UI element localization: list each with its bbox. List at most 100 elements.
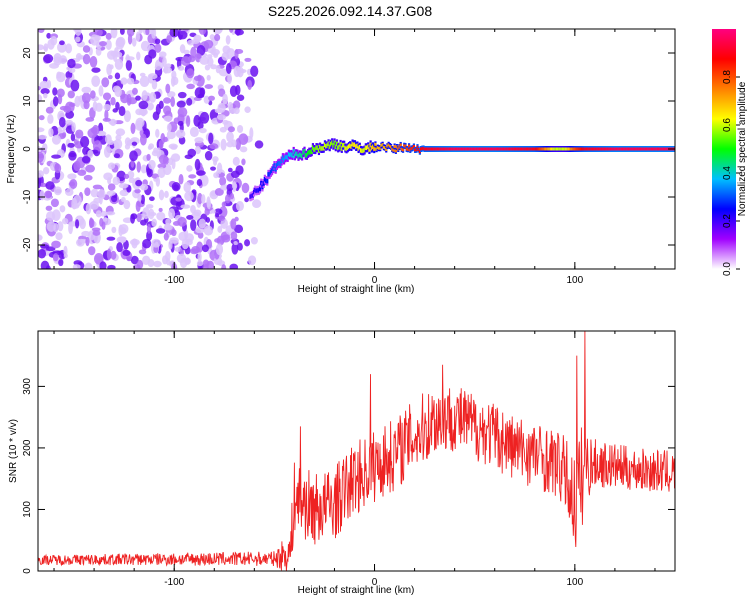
spectrogram-ridge-cell bbox=[526, 147, 530, 151]
spectrogram-ridge-cell bbox=[297, 154, 300, 159]
spectrogram-noise-cell bbox=[72, 194, 82, 207]
spectrogram-noise-cell bbox=[235, 201, 244, 212]
spectrogram-noise-cell bbox=[85, 117, 95, 122]
spectrogram-ridge-cell bbox=[358, 144, 361, 150]
spectrogram-noise-cell bbox=[190, 219, 197, 231]
spectrogram-noise-cell bbox=[67, 90, 75, 99]
spectrogram-noise-cell bbox=[250, 236, 258, 245]
spectrogram-noise-cell bbox=[204, 208, 210, 216]
spectrogram-noise-cell bbox=[219, 206, 228, 218]
spectrogram-ridge-cell bbox=[288, 152, 292, 158]
spectrogram-noise-cell bbox=[106, 248, 112, 261]
spectrogram-ridge-cell bbox=[650, 147, 653, 151]
spectrogram-noise-cell bbox=[80, 135, 90, 148]
spectrogram-noise-cell bbox=[193, 114, 201, 127]
spectrogram-noise-cell bbox=[146, 167, 153, 178]
spectrogram-noise-cell bbox=[54, 163, 62, 174]
spectrogram-ridge-cell bbox=[459, 147, 462, 151]
spectrogram-noise-cell bbox=[91, 75, 101, 87]
spectrogram-noise-cell bbox=[38, 248, 47, 259]
spectrogram-ridge-cell bbox=[477, 147, 480, 151]
spectrogram-ridge-cell bbox=[270, 168, 274, 174]
spectrogram-ridge-cell bbox=[543, 147, 546, 151]
spectrogram-noise-cell bbox=[224, 194, 231, 204]
spectrogram-noise-cell bbox=[47, 113, 54, 125]
spectrogram-noise-cell bbox=[93, 253, 104, 265]
spectrogram-noise-cell bbox=[38, 170, 44, 178]
spectrogram-noise-cell bbox=[148, 143, 154, 150]
spectrogram-ridge-cell bbox=[355, 144, 358, 149]
spectrogram-noise-cell bbox=[140, 40, 151, 52]
spectrogram-noise-cell bbox=[162, 56, 167, 68]
spectrogram-noise-cell bbox=[234, 49, 244, 54]
spectrogram-ridge-cell bbox=[295, 151, 298, 156]
spectrogram-ridge-cell bbox=[364, 145, 367, 150]
spectrogram-ridge-cell bbox=[611, 147, 614, 151]
spectrogram-ridge-cell bbox=[352, 142, 355, 148]
spectrogram-noise-cell bbox=[53, 186, 62, 196]
spectrogram-noise-cell bbox=[109, 64, 114, 70]
y-tick-label: -10 bbox=[22, 189, 33, 204]
spectrogram-ridge-cell bbox=[301, 153, 304, 159]
spectrogram-noise-cell bbox=[51, 154, 61, 159]
spectrogram-ridge-cell bbox=[632, 147, 635, 151]
spectrogram-noise-cell bbox=[68, 67, 76, 74]
spectrogram-noise-cell bbox=[226, 131, 234, 143]
spectrogram-noise-cell bbox=[131, 37, 137, 47]
spectrogram-noise-cell bbox=[204, 150, 213, 161]
spectrogram-noise-cell bbox=[99, 40, 107, 47]
spectrogram-noise-cell bbox=[67, 58, 76, 69]
spectrogram-ridge-cell bbox=[623, 147, 626, 151]
spectrogram-ridge-cell bbox=[249, 194, 252, 200]
spectrogram-noise-cell bbox=[65, 119, 74, 125]
figure-title: S225.2026.092.14.37.G08 bbox=[268, 3, 432, 19]
spectrogram-noise-cell bbox=[196, 170, 206, 176]
spectrogram-ridge-cell bbox=[501, 147, 504, 151]
spectrogram-ridge-cell bbox=[274, 167, 277, 172]
spectrogram-ridge-cell bbox=[346, 145, 349, 151]
spectrogram-ridge-cell bbox=[292, 149, 295, 154]
spectrogram-ridge-cell bbox=[434, 147, 437, 151]
spectrogram-ridge-cell bbox=[505, 147, 508, 151]
spectrogram-noise-cell bbox=[175, 197, 182, 202]
spectrogram-noise-cell bbox=[58, 259, 64, 267]
spectrogram-noise-cell bbox=[227, 101, 233, 111]
spectrogram-noise-cell bbox=[179, 44, 186, 54]
spectrogram-ridge-cell bbox=[332, 142, 335, 148]
spectrogram-noise-cell bbox=[85, 164, 95, 173]
spectrogram-noise-cell bbox=[197, 192, 203, 205]
spectrogram-noise-cell bbox=[51, 134, 61, 145]
spectrogram-noise-cell bbox=[38, 134, 48, 140]
spectrogram-ridge-cell bbox=[579, 147, 583, 151]
y-tick-label: 300 bbox=[22, 378, 33, 395]
spectrogram-noise-cell bbox=[112, 50, 118, 62]
spectrogram-ridge-cell bbox=[382, 145, 385, 149]
spectrogram-noise-cell bbox=[114, 58, 124, 70]
spectrogram-ridge-cell bbox=[374, 142, 377, 146]
spectrogram-noise-cell bbox=[129, 150, 138, 162]
spectrogram-noise-cell bbox=[177, 30, 188, 40]
spectrogram-ridge-cell bbox=[605, 147, 608, 151]
spectrogram-noise-cell bbox=[40, 260, 50, 269]
spectrogram-noise-cell bbox=[217, 225, 223, 233]
spectrogram-ridge-cell bbox=[566, 147, 569, 151]
spectrogram-ridge-cell bbox=[594, 147, 597, 151]
spectrogram-ridge-cell bbox=[452, 147, 455, 151]
spectrogram-ridge-cell bbox=[558, 147, 561, 151]
spectrogram-noise-cell bbox=[90, 34, 100, 46]
spectrogram-ridge-cell bbox=[659, 147, 662, 151]
spectrogram-noise-cell bbox=[229, 193, 235, 200]
spectrogram-noise-cell bbox=[52, 87, 58, 96]
spectrogram-ridge-cell bbox=[347, 144, 351, 149]
spectrogram-noise-cell bbox=[163, 105, 172, 115]
spectrogram-ridge-cell bbox=[552, 147, 555, 151]
spectrogram-noise-cell bbox=[206, 74, 211, 81]
spectrogram-x-axis-label: Height of straight line (km) bbox=[298, 284, 415, 295]
spectrogram-ridge-cell bbox=[486, 147, 489, 151]
spectrogram-noise-cell bbox=[176, 100, 186, 108]
spectrogram-ridge-cell bbox=[380, 144, 383, 148]
spectrogram-noise-cell bbox=[159, 51, 167, 58]
spectrogram-ridge-cell bbox=[264, 178, 268, 183]
spectrogram-noise-cell bbox=[81, 86, 92, 94]
spectrogram-noise-cell bbox=[84, 262, 93, 269]
